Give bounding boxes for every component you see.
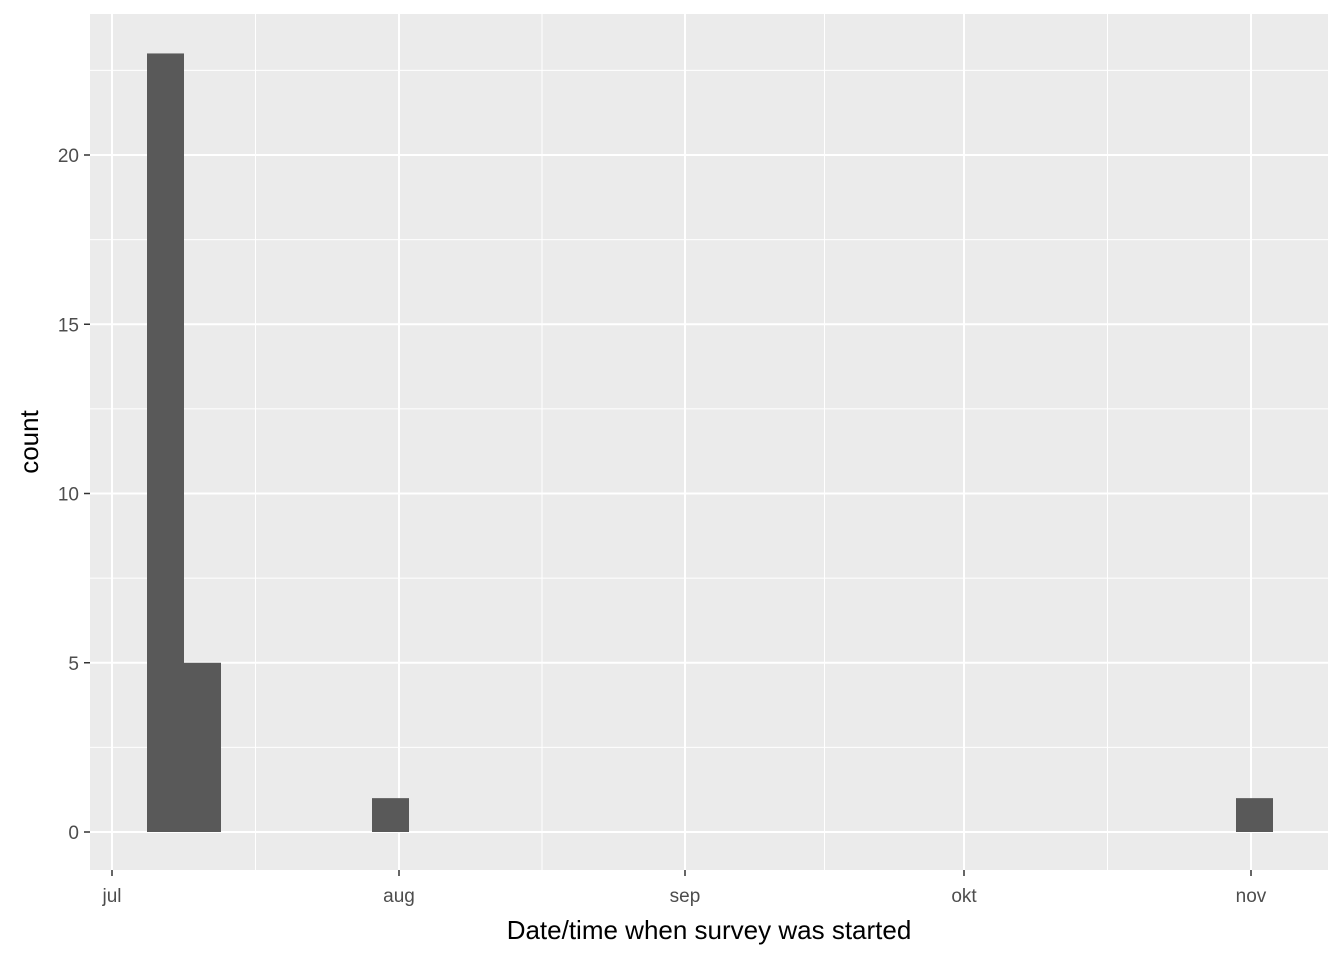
- x-tick-label: jul: [101, 886, 121, 907]
- x-tick-label: okt: [951, 886, 977, 907]
- y-tick-label: 5: [68, 654, 79, 675]
- bars: [147, 53, 1273, 832]
- y-tick-label: 20: [58, 146, 79, 167]
- x-axis: jul aug sep okt nov: [101, 870, 1267, 907]
- major-gridlines: [90, 14, 1328, 870]
- x-axis-title: Date/time when survey was started: [507, 915, 912, 945]
- y-axis: 0 5 10 15 20: [58, 146, 90, 844]
- histogram-bar: [1236, 798, 1273, 832]
- x-tick-label: aug: [383, 886, 415, 907]
- x-tick-label: sep: [670, 886, 701, 907]
- histogram-bar: [184, 662, 221, 832]
- histogram-bar: [372, 798, 409, 832]
- histogram-bar: [147, 53, 184, 832]
- y-tick-label: 10: [58, 485, 79, 506]
- x-tick-label: nov: [1236, 886, 1267, 907]
- y-tick-label: 15: [58, 315, 79, 336]
- y-axis-title: count: [14, 409, 44, 473]
- y-tick-label: 0: [68, 823, 79, 844]
- plot-panel: [90, 14, 1328, 870]
- minor-gridlines: [90, 14, 1328, 870]
